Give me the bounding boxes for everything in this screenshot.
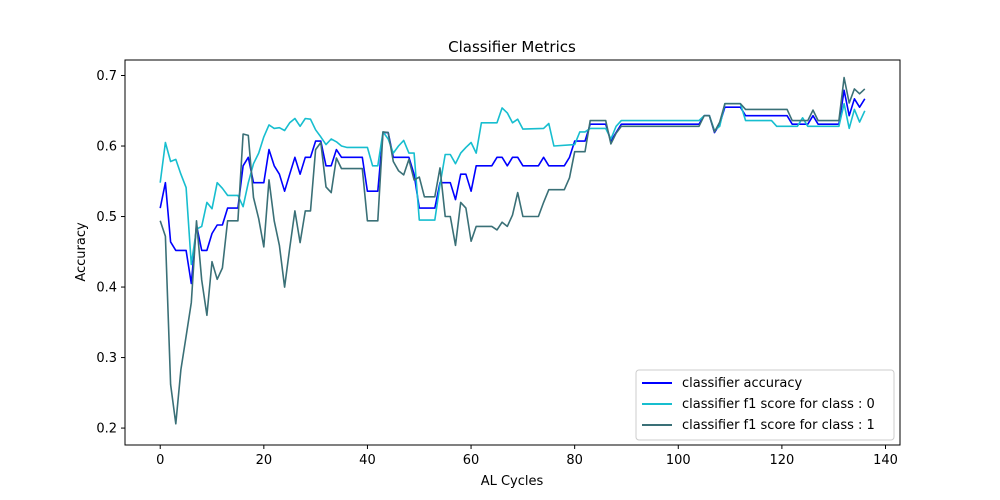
legend-label-f1-class-0: classifier f1 score for class : 0 [682, 397, 875, 412]
legend-label-f1-class-1: classifier f1 score for class : 1 [682, 418, 875, 433]
y-axis-label: Accuracy [74, 222, 89, 282]
y-tick-label: 0.4 [96, 281, 117, 296]
x-tick-label: 80 [566, 453, 583, 468]
legend: classifier accuracy classifier f1 score … [635, 369, 895, 441]
x-axis: 0 20 40 60 80 100 120 140 [156, 445, 898, 468]
x-axis-label: AL Cycles [481, 474, 544, 489]
y-tick-label: 0.3 [96, 351, 117, 366]
x-tick-label: 40 [359, 453, 376, 468]
plot-frame [124, 59, 901, 446]
x-tick-label: 140 [873, 453, 898, 468]
legend-label-accuracy: classifier accuracy [682, 376, 803, 391]
legend-box [635, 369, 895, 441]
series-line-2 [159, 76, 866, 425]
chart-title: Classifier Metrics [448, 38, 576, 56]
series-layer [159, 76, 866, 425]
x-tick-label: 120 [769, 453, 794, 468]
x-tick-label: 0 [156, 453, 164, 468]
y-tick-label: 0.7 [96, 69, 117, 84]
y-tick-label: 0.5 [96, 210, 117, 225]
x-tick-label: 20 [256, 453, 273, 468]
x-tick-label: 100 [666, 453, 691, 468]
y-axis: 0.2 0.3 0.4 0.5 0.6 0.7 [96, 69, 125, 437]
y-tick-label: 0.6 [96, 140, 117, 155]
y-tick-label: 0.2 [96, 422, 117, 437]
x-tick-label: 60 [463, 453, 480, 468]
